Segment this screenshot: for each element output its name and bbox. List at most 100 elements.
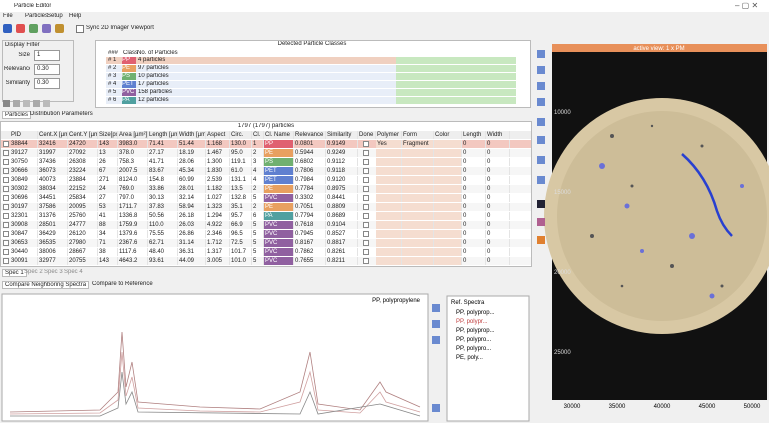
row-checkbox[interactable] [3, 186, 9, 192]
ref-item[interactable]: PP, polypro... [456, 346, 492, 352]
toolbar-button[interactable] [55, 24, 64, 33]
y-tick-label: 25000 [554, 350, 571, 356]
ref-item[interactable]: PP, polyprop... [456, 328, 495, 334]
done-checkbox[interactable] [363, 213, 369, 219]
menu-item[interactable]: File [3, 13, 13, 19]
filter-input[interactable]: 1 [34, 50, 60, 61]
ref-item[interactable]: PE, poly... [456, 355, 483, 361]
table-cell: 44.09 [178, 257, 206, 265]
table-cell: 0 [462, 239, 486, 247]
toolbar-button[interactable] [42, 24, 51, 33]
class-count: 158 particles [138, 89, 172, 95]
toolbar-button[interactable] [3, 24, 12, 33]
menu-item[interactable]: Setup [47, 13, 63, 19]
spec-mode[interactable]: Compare to Reference [90, 281, 155, 287]
done-checkbox[interactable] [363, 141, 369, 147]
done-checkbox[interactable] [363, 177, 369, 183]
table-cell: 31997 [38, 149, 68, 157]
row-checkbox[interactable] [3, 159, 9, 165]
row-checkbox[interactable] [3, 195, 9, 201]
done-checkbox[interactable] [363, 249, 369, 255]
table-cell: 0 [462, 257, 486, 265]
ref-item[interactable]: PP, polypr... [456, 319, 488, 325]
done-checkbox[interactable] [363, 258, 369, 264]
toolbar-button[interactable] [29, 24, 38, 33]
filter-input[interactable]: 0.30 [34, 78, 60, 89]
done-checkbox[interactable] [363, 195, 369, 201]
table-cell: 13 [98, 149, 118, 157]
filter-button[interactable] [43, 100, 50, 107]
row-checkbox[interactable] [3, 168, 9, 174]
table-cell [402, 176, 434, 184]
sync-checkbox[interactable] [76, 25, 84, 33]
done-checkbox[interactable] [363, 168, 369, 174]
table-cell: 0.0801 [294, 140, 326, 148]
table-cell: 25760 [68, 212, 98, 220]
ref-item[interactable]: PP, polypro... [456, 337, 492, 343]
table-cell [402, 185, 434, 193]
row-checkbox[interactable] [3, 213, 9, 219]
done-checkbox[interactable] [363, 204, 369, 210]
row-checkbox[interactable] [3, 240, 9, 246]
menu-item[interactable]: Particles [25, 13, 48, 19]
row-checkbox[interactable] [3, 249, 9, 255]
x-tick-label: 35000 [609, 404, 626, 410]
table-cell: 0.7806 [294, 167, 326, 175]
done-checkbox[interactable] [363, 186, 369, 192]
spec-mode[interactable]: Compare Neighboring Spectra [2, 281, 89, 289]
table-cell: 5 [252, 239, 264, 247]
filter-button[interactable] [33, 100, 40, 107]
table-cell: 38844 [10, 140, 38, 148]
done-checkbox[interactable] [363, 159, 369, 165]
tab[interactable]: Particles [2, 111, 31, 119]
menu-item[interactable]: Help [69, 13, 81, 19]
table-cell: 37586 [38, 203, 68, 211]
table-cell: 769.0 [118, 185, 148, 193]
row-checkbox[interactable] [3, 177, 9, 183]
table-cell: 66.9 [230, 221, 252, 229]
done-checkbox[interactable] [363, 231, 369, 237]
row-checkbox[interactable] [3, 141, 9, 147]
spec-tab[interactable]: Spec 4 [62, 269, 85, 275]
filter-button[interactable] [23, 100, 30, 107]
table-cell: 3 [252, 158, 264, 166]
done-checkbox[interactable] [363, 222, 369, 228]
row-checkbox[interactable] [3, 258, 9, 264]
table-cell: 101.7 [230, 248, 252, 256]
done-checkbox[interactable] [363, 150, 369, 156]
filter-button[interactable] [13, 100, 20, 107]
tab[interactable]: Distribution Parameters [28, 111, 95, 117]
filter-input[interactable]: 0.30 [34, 64, 60, 75]
table-cell: 2007.5 [118, 167, 148, 175]
row-checkbox[interactable] [3, 222, 9, 228]
table-cell: 93.61 [148, 257, 178, 265]
toolbar-button[interactable] [16, 24, 25, 33]
column-header: Length [462, 131, 486, 139]
table-cell: 0 [462, 149, 486, 157]
row-checkbox[interactable] [3, 150, 9, 156]
ref-item[interactable]: PP, polyprop... [456, 310, 495, 316]
class-name: PET [122, 81, 136, 88]
column-header: Aspect [206, 131, 230, 139]
row-checkbox[interactable] [3, 204, 9, 210]
table-cell: 28667 [68, 248, 98, 256]
done-checkbox[interactable] [363, 240, 369, 246]
table-cell: 34 [98, 230, 118, 238]
table-cell: 0.7618 [294, 221, 326, 229]
filter-button[interactable] [3, 100, 10, 107]
row-checkbox[interactable] [3, 231, 9, 237]
